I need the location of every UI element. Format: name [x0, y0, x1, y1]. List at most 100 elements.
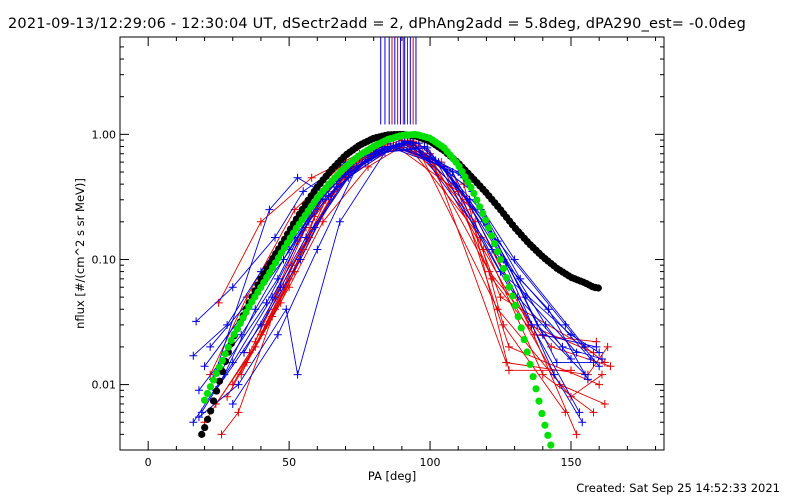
- fit-point: [502, 274, 511, 282]
- fit-point: [535, 397, 543, 405]
- measurement-point: [499, 320, 508, 329]
- fit-point: [212, 387, 221, 395]
- measurement-point: [256, 217, 265, 226]
- fit-point: [207, 407, 215, 415]
- measurement-point: [200, 362, 209, 371]
- measurement-point: [335, 217, 344, 226]
- measurement-point: [228, 283, 237, 292]
- measurement-point: [344, 173, 353, 182]
- measurement-point: [240, 348, 249, 357]
- measurement-point: [572, 348, 581, 357]
- measurement-point: [234, 380, 243, 389]
- measurement-point: [538, 330, 547, 339]
- measurement-point: [550, 370, 559, 379]
- measurement-point: [600, 399, 609, 408]
- measurement-point: [307, 173, 316, 182]
- measurement-line: [212, 141, 577, 380]
- fit-point: [209, 397, 218, 405]
- fit-point: [476, 203, 484, 211]
- measurement-point: [194, 386, 203, 395]
- measurement-point: [606, 362, 615, 371]
- measurement-point: [189, 418, 198, 427]
- x-tick-label: 100: [420, 456, 441, 469]
- fit-point: [455, 162, 463, 170]
- fit-point: [212, 369, 220, 378]
- fit-point: [479, 209, 487, 218]
- measurement-point: [595, 348, 604, 357]
- fit-point: [461, 173, 469, 181]
- fit-point: [485, 224, 493, 232]
- fit-point: [473, 196, 481, 204]
- measurement-point: [273, 330, 282, 339]
- measurement-point: [194, 413, 203, 422]
- fit-point: [594, 284, 602, 292]
- measurement-line: [198, 147, 600, 418]
- measurement-point: [403, 137, 412, 146]
- fit-point: [224, 343, 232, 351]
- fit-point: [544, 431, 552, 439]
- fit-point: [467, 183, 475, 191]
- measurement-point: [544, 305, 553, 314]
- measurement-series: [189, 136, 615, 439]
- measurement-point: [572, 430, 581, 439]
- fit-point: [493, 247, 502, 256]
- fit-point: [547, 441, 555, 449]
- measurement-point: [282, 305, 291, 314]
- x-tick-label: 150: [560, 456, 581, 469]
- measurement-point: [271, 233, 280, 242]
- measurement-point: [504, 342, 513, 351]
- fit-point: [215, 377, 224, 385]
- measurement-point: [206, 342, 215, 351]
- fit-point: [496, 255, 505, 264]
- measurement-point: [538, 370, 547, 379]
- fit-point: [488, 232, 496, 240]
- measurement-point: [217, 430, 226, 439]
- fit-point: [218, 357, 226, 365]
- fit-point: [464, 178, 472, 186]
- measurement-point: [318, 217, 327, 226]
- fit-point: [458, 168, 466, 176]
- measurement-point: [589, 408, 598, 417]
- y-tick-label: 0.01: [92, 379, 117, 392]
- measurement-point: [552, 358, 561, 367]
- measurement-point: [597, 355, 606, 364]
- chart-title: 2021-09-13/12:29:06 - 12:30:04 UT, dSect…: [8, 16, 746, 32]
- fit-point: [206, 383, 215, 391]
- fit-point: [538, 409, 546, 418]
- fit-point: [499, 264, 508, 273]
- measurement-point: [192, 317, 201, 326]
- fit-point: [541, 421, 549, 429]
- fit-curves: [198, 130, 602, 449]
- measurement-point: [389, 142, 398, 151]
- fit-point: [508, 292, 516, 300]
- measurement-point: [434, 158, 443, 167]
- measurement-point: [578, 418, 587, 427]
- measurement-point: [479, 245, 488, 254]
- measurement-point: [597, 370, 606, 379]
- x-tick-label: 0: [145, 456, 152, 469]
- measurement-point: [364, 156, 373, 165]
- x-axis-label: PA [deg]: [368, 469, 416, 483]
- fit-point: [200, 396, 209, 404]
- fit-point: [529, 373, 537, 381]
- measurement-point: [228, 399, 237, 408]
- measurement-point: [310, 223, 319, 232]
- fit-point: [470, 189, 478, 197]
- fit-point: [514, 313, 522, 321]
- fit-point: [532, 385, 540, 393]
- fit-point: [198, 430, 206, 438]
- measurement-point: [296, 255, 305, 264]
- measurement-point: [561, 408, 570, 417]
- fit-point: [233, 325, 241, 333]
- fit-point: [490, 240, 499, 248]
- x-tick-label: 50: [282, 456, 296, 469]
- fit-point: [204, 415, 212, 423]
- measurement-point: [293, 370, 302, 379]
- measurement-point: [237, 330, 246, 339]
- y-tick-label: 0.10: [92, 253, 117, 266]
- axes: 0 50 100 150 0.01 0.10 1.00 PA [deg] nflux [#/(c…: [73, 37, 664, 483]
- measurement-point: [265, 205, 274, 214]
- measurement-point: [527, 320, 536, 329]
- measurement-point: [352, 162, 361, 171]
- fit-point: [523, 348, 531, 356]
